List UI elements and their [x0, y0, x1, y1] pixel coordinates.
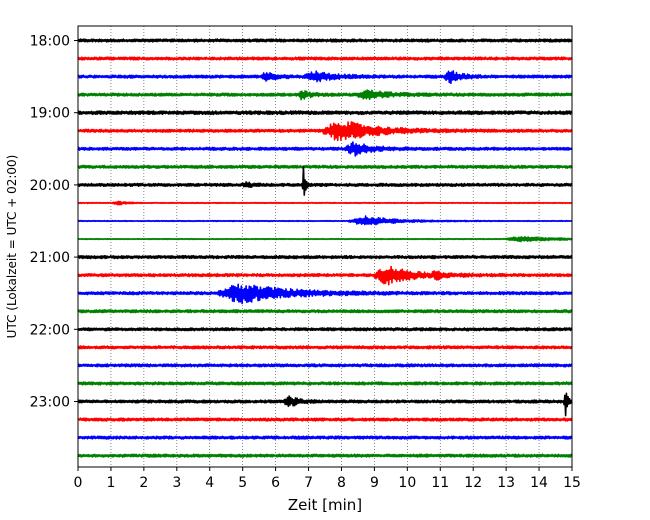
x-tick-label: 10 [398, 475, 416, 491]
y-axis-label: UTC (Lokalzeit = UTC + 02:00) [5, 155, 19, 339]
x-tick-label: 2 [139, 475, 148, 491]
trace-2000 [77, 165, 573, 196]
trace-1800 [77, 38, 573, 43]
trace-2330 [77, 435, 573, 440]
trace-1915 [77, 121, 573, 142]
trace-2230 [77, 363, 573, 368]
trace-1845 [77, 89, 573, 101]
x-tick-label: 14 [530, 475, 548, 491]
x-tick-label: 1 [106, 475, 115, 491]
trace-2045 [77, 235, 573, 243]
trace-1930 [77, 141, 573, 157]
trace-2215 [77, 345, 573, 350]
x-tick-label: 12 [464, 475, 482, 491]
x-tick-label: 6 [271, 475, 280, 491]
x-axis-ticks: 0 1 2 3 4 5 6 7 8 9 10 11 12 13 14 15 [74, 467, 581, 491]
trace-2315 [77, 417, 573, 422]
trace-2115 [77, 265, 573, 286]
trace-group [77, 38, 573, 458]
x-tick-label: 13 [497, 475, 515, 491]
y-axis-ticks: 18:00 19:00 20:00 21:00 22:00 23:00 [30, 34, 78, 411]
trace-2015 [77, 200, 573, 206]
trace-1815 [77, 56, 573, 61]
trace-1830 [77, 70, 573, 85]
y-tick-label: 23:00 [30, 395, 70, 411]
x-tick-label: 9 [370, 475, 379, 491]
trace-2245 [77, 381, 573, 386]
y-tick-label: 22:00 [30, 322, 70, 338]
trace-1945 [77, 164, 573, 170]
trace-2145 [77, 309, 573, 314]
y-tick-label: 20:00 [30, 178, 70, 194]
x-tick-label: 8 [337, 475, 346, 491]
trace-2200 [77, 327, 573, 332]
x-tick-label: 7 [304, 475, 313, 491]
trace-2300 [77, 392, 573, 417]
trace-2100 [77, 254, 573, 260]
trace-2345 [77, 453, 573, 458]
x-tick-label: 4 [205, 475, 214, 491]
x-tick-label: 5 [238, 475, 247, 491]
y-tick-label: 19:00 [30, 106, 70, 122]
y-tick-label: 18:00 [30, 34, 70, 50]
x-tick-label: 3 [172, 475, 181, 491]
x-tick-label: 11 [431, 475, 449, 491]
x-tick-label: 15 [563, 475, 581, 491]
y-tick-label: 21:00 [30, 250, 70, 266]
x-tick-label: 0 [74, 475, 83, 491]
x-axis-label: Zeit [min] [288, 496, 362, 514]
plot-frame [77, 25, 573, 468]
trace-1900 [77, 110, 573, 116]
trace-2130 [77, 283, 573, 305]
trace-2030 [77, 215, 573, 226]
